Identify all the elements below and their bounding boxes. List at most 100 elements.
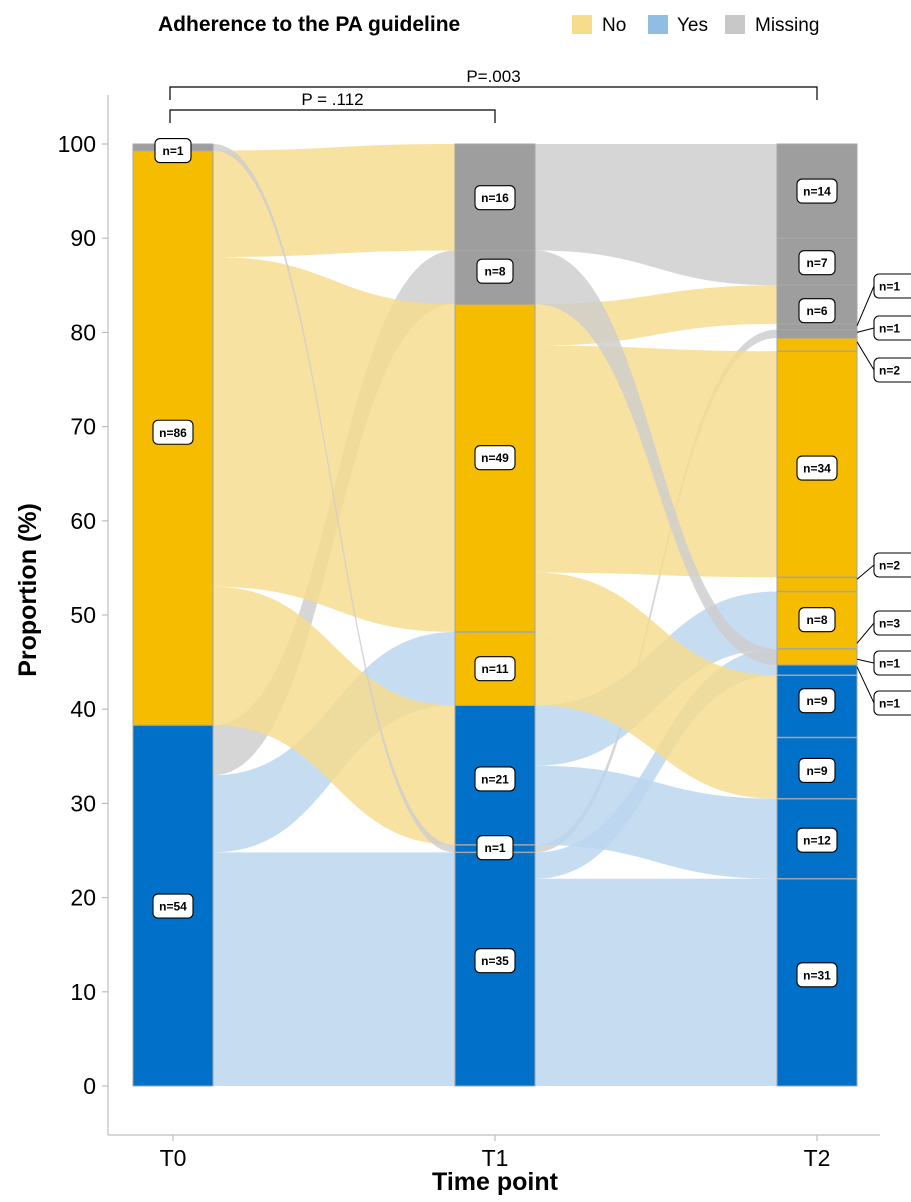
stratum-label-t1-5-box: [474, 445, 516, 471]
callout-leader-5: [856, 658, 875, 664]
stratum-label-t1-6-box: [474, 656, 516, 682]
stratum-label-t1-5: n=49: [474, 445, 516, 471]
callout-0: n=1: [873, 273, 911, 299]
stratum-label-t2-10: n=14: [796, 178, 838, 204]
stratum-label-t0-1-text: n=86: [159, 426, 187, 440]
stratum-label-t1-5-text: n=49: [481, 451, 509, 465]
callout-text-6: n=1: [879, 697, 900, 711]
legend-label-yes: Yes: [677, 15, 708, 36]
callout-box-4: [873, 610, 911, 636]
stratum-label-t2-16-text: n=9: [806, 764, 827, 778]
stratum-label-t2-15-box: [798, 688, 836, 714]
callout-2: n=2: [873, 357, 911, 383]
stratum-label-t0-1: n=86: [152, 419, 194, 445]
flow-t1-t2-missing-16: [535, 250, 777, 665]
stratum-label-t1-7-text: n=21: [481, 772, 509, 786]
flow-t0-t1-no-5: [213, 144, 455, 258]
stratum-label-t1-7: n=21: [474, 766, 516, 792]
stratum-label-t1-4-box: [476, 258, 514, 284]
stratum-label-t1-8-text: n=1: [484, 841, 505, 855]
stratum-label-t2-11-box: [798, 250, 836, 276]
stratum-label-t2-13: n=34: [796, 455, 838, 481]
callout-leader-0: [856, 285, 875, 327]
comparison-label-1: P=.003: [466, 67, 520, 86]
stratum-label-t0-1-box: [152, 419, 194, 445]
stratum-label-t1-3-text: n=16: [481, 191, 509, 205]
stratum-label-t2-10-box: [796, 178, 838, 204]
callout-box-0: [873, 273, 911, 299]
stratum-label-t0-2-box: [152, 893, 194, 919]
stratum-label-t2-11: n=7: [798, 250, 836, 276]
stratum-label-t2-15-text: n=9: [806, 694, 827, 708]
stratum-label-t2-18-text: n=31: [803, 968, 831, 982]
x-tick-label-t0: T0: [160, 1145, 187, 1171]
callout-leader-3: [856, 564, 875, 580]
callout-box-3: [873, 552, 911, 578]
legend-swatch-no: [572, 15, 592, 34]
flow-t1-t2-yes-7: [535, 878, 777, 1086]
legend-label-no: No: [602, 15, 626, 36]
stratum-label-t1-9: n=35: [474, 948, 516, 974]
y-ticks: 0 10 20 30 40 50 60 70 80 90 100: [58, 131, 108, 1099]
callout-leader-6: [856, 666, 875, 704]
flow-t1-t2-yes-10: [535, 765, 777, 879]
strata: [132, 143, 858, 1087]
callout-leader-1: [856, 327, 875, 333]
flows: [213, 144, 777, 1086]
callout-box-6: [873, 690, 911, 716]
callout-box-2: [873, 357, 911, 383]
stratum-label-t1-3: n=16: [474, 185, 516, 211]
x-axis-title: Time point: [432, 1168, 559, 1196]
y-tick-label-60: 60: [70, 508, 96, 534]
stratum-label-t1-9-box: [474, 948, 516, 974]
y-tick-label-80: 80: [70, 319, 96, 345]
callout-box-5: [873, 650, 911, 676]
stratum-label-t2-13-text: n=34: [803, 462, 831, 476]
stratum-label-t0-2: n=54: [152, 893, 194, 919]
callout-6: n=1: [873, 690, 911, 716]
callout-text-3: n=2: [879, 559, 900, 573]
callout-text-1: n=1: [879, 322, 900, 336]
plot-area: n=1 n=86 n=54 n=16 n=8 n=49 n=11 n=21 n=1 n=35 n=1…: [58, 67, 911, 1171]
callout-text-5: n=1: [879, 657, 900, 671]
flow-t1-t2-missing-17: [535, 144, 777, 286]
flow-t1-t2-missing-9: [535, 329, 777, 853]
callout-leader-4: [856, 622, 875, 644]
stratum-label-t2-14-box: [798, 607, 836, 633]
x-tick-label-t1: T1: [482, 1145, 509, 1171]
comparison-bracket-1: [169, 86, 818, 100]
stratum-label-t2-17: n=12: [796, 827, 838, 853]
callout-box-1: [873, 315, 911, 341]
flow-t0-t1-no-4: [213, 257, 455, 632]
stratum-label-t1-4-text: n=8: [484, 265, 505, 279]
comparison-bracket-0: [169, 109, 496, 123]
stratum-label-t1-6: n=11: [474, 656, 516, 682]
callout-4: n=3: [873, 610, 911, 636]
stratum-t1-no: [454, 303, 536, 706]
flow-t1-t2-no-12: [535, 631, 777, 799]
y-tick-label-30: 30: [70, 790, 96, 816]
flow-t1-t2-no-13: [535, 572, 777, 738]
y-tick-label-10: 10: [70, 979, 96, 1005]
stratum-label-t2-14-text: n=8: [806, 613, 827, 627]
legend-swatch-yes: [648, 15, 668, 34]
y-tick-label-100: 100: [58, 131, 96, 157]
stratum-label-t2-14: n=8: [798, 607, 836, 633]
legend-title: Adherence to the PA guideline: [158, 13, 460, 36]
callout-1: n=1: [873, 315, 911, 341]
y-tick-label-90: 90: [70, 225, 96, 251]
callout-text-0: n=1: [879, 280, 900, 294]
y-tick-label-0: 0: [83, 1073, 96, 1099]
stratum-label-t1-3-box: [474, 185, 516, 211]
callout-5: n=1: [873, 650, 911, 676]
stratum-label-t2-12-box: [798, 298, 836, 324]
stratum-label-t0-2-text: n=54: [159, 900, 187, 914]
y-tick-label-40: 40: [70, 696, 96, 722]
stratum-label-t0-0-box: [154, 138, 192, 164]
flow-t0-t1-no-3: [213, 586, 455, 845]
legend-swatch-missing: [725, 15, 745, 34]
y-tick-label-70: 70: [70, 414, 96, 440]
callouts: n=1 n=1 n=2 n=2 n=3 n=1 n=1: [856, 273, 911, 716]
y-axis-title: Proportion (%): [14, 503, 42, 677]
